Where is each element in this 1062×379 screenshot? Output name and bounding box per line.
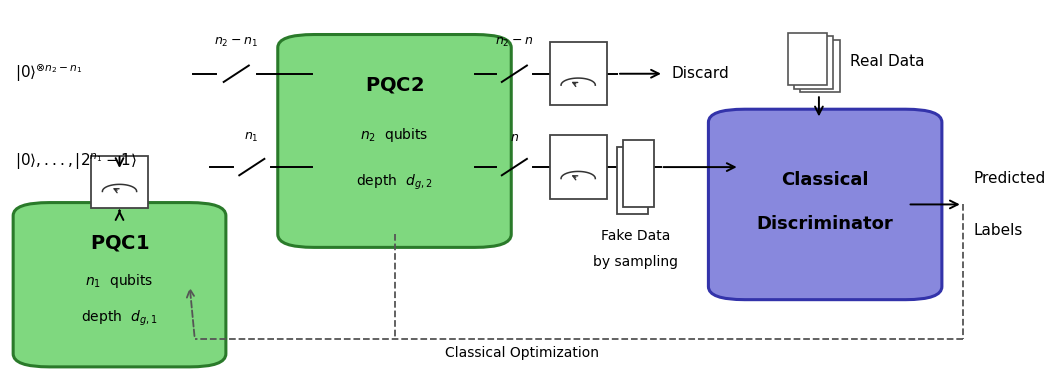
Text: $n_1\ $ qubits: $n_1\ $ qubits [85, 272, 154, 290]
FancyBboxPatch shape [788, 33, 827, 85]
Text: Fake Data: Fake Data [601, 229, 670, 243]
Text: $|0\rangle^{\otimes n_2-n_1}$: $|0\rangle^{\otimes n_2-n_1}$ [15, 63, 83, 85]
Text: $\bf{PQC1}$: $\bf{PQC1}$ [90, 233, 150, 253]
Text: $n_2-n$: $n_2-n$ [495, 36, 533, 49]
FancyBboxPatch shape [550, 42, 606, 105]
FancyBboxPatch shape [13, 202, 226, 367]
FancyBboxPatch shape [91, 156, 148, 208]
Text: by sampling: by sampling [594, 255, 679, 269]
Text: $n_2-n_1$: $n_2-n_1$ [215, 36, 258, 49]
Text: Classical: Classical [782, 171, 869, 189]
FancyBboxPatch shape [550, 135, 606, 199]
Text: $n_1$: $n_1$ [244, 130, 259, 144]
Text: $n_2\ $ qubits: $n_2\ $ qubits [360, 126, 429, 144]
Text: Labels: Labels [973, 223, 1023, 238]
FancyBboxPatch shape [623, 140, 654, 207]
Text: $\bf{PQC2}$: $\bf{PQC2}$ [365, 75, 424, 95]
Text: depth $\ d_{g,2}$: depth $\ d_{g,2}$ [356, 172, 432, 192]
FancyBboxPatch shape [278, 34, 511, 247]
Text: Predicted: Predicted [973, 171, 1045, 186]
Text: depth $\ d_{g,1}$: depth $\ d_{g,1}$ [82, 308, 158, 327]
FancyBboxPatch shape [708, 109, 942, 300]
Text: Classical Optimization: Classical Optimization [445, 346, 599, 360]
Text: $|0\rangle,...,|2^{n_1}-1\rangle$: $|0\rangle,...,|2^{n_1}-1\rangle$ [15, 151, 137, 172]
FancyBboxPatch shape [801, 40, 840, 92]
FancyBboxPatch shape [617, 147, 648, 214]
Text: Discard: Discard [671, 66, 729, 81]
Text: Discriminator: Discriminator [757, 215, 893, 233]
Text: Real Data: Real Data [850, 53, 925, 69]
FancyBboxPatch shape [794, 36, 834, 89]
Text: $n$: $n$ [510, 131, 519, 144]
